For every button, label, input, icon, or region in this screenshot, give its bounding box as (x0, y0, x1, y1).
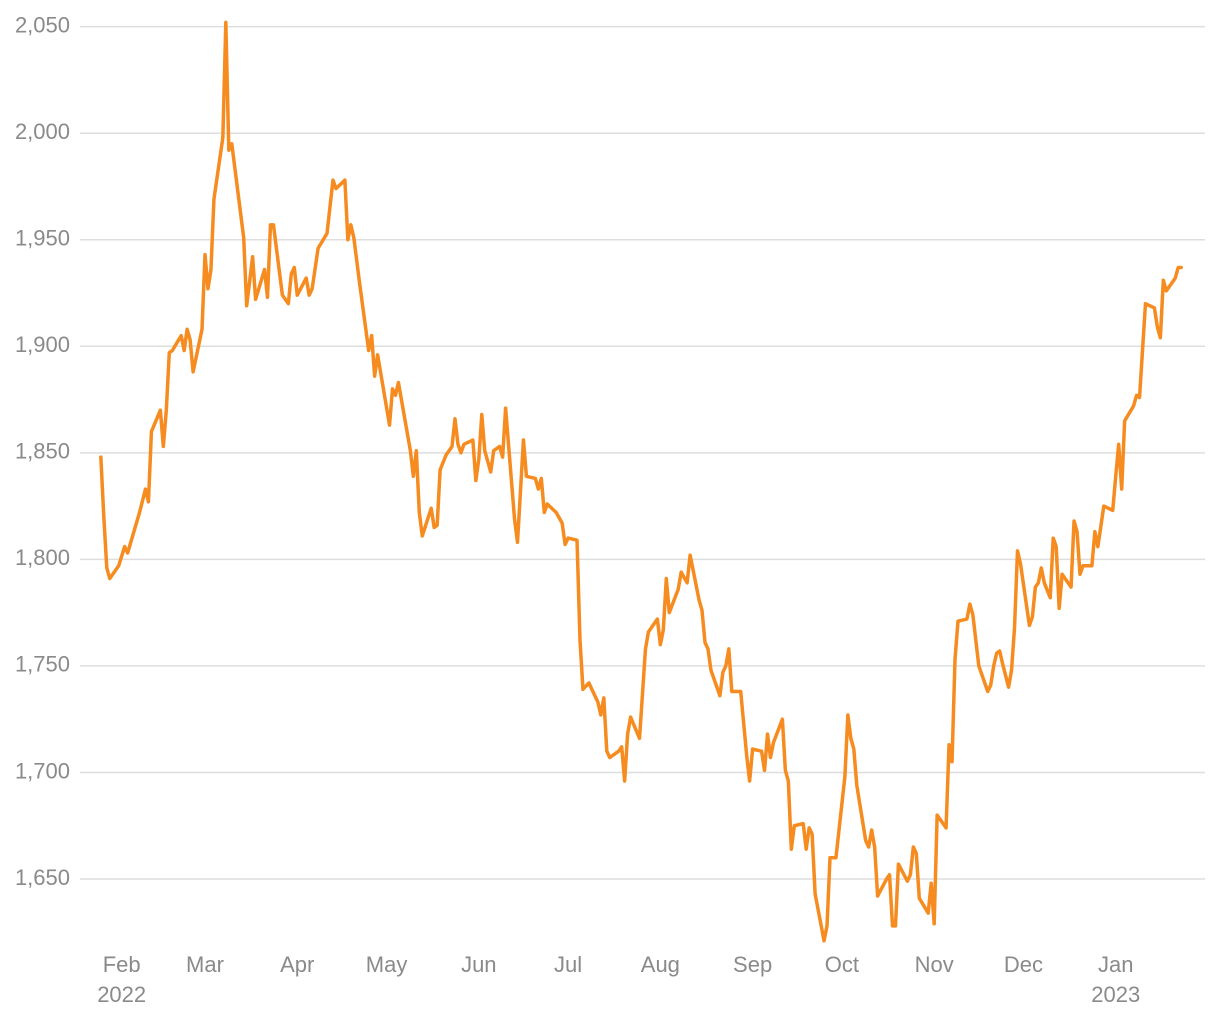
y-tick-label: 2,000 (15, 119, 70, 144)
x-tick-label: Aug (641, 952, 680, 977)
x-tick-label: Mar (186, 952, 224, 977)
x-tick-label: Apr (280, 952, 314, 977)
x-tick-label: Jun (461, 952, 496, 977)
y-tick-label: 2,050 (15, 12, 70, 37)
y-tick-label: 1,850 (15, 439, 70, 464)
y-tick-label: 1,950 (15, 226, 70, 251)
y-tick-label: 1,650 (15, 865, 70, 890)
y-tick-label: 1,700 (15, 758, 70, 783)
x-tick-label: Feb (103, 952, 141, 977)
x-tick-label: Dec (1004, 952, 1043, 977)
x-tick-label: Sep (733, 952, 772, 977)
x-tick-label: Jul (554, 952, 582, 977)
x-tick-label: Nov (915, 952, 954, 977)
x-tick-label: Oct (825, 952, 859, 977)
x-tick-label: May (366, 952, 408, 977)
x-year-label: 2023 (1091, 982, 1140, 1007)
y-tick-label: 1,800 (15, 545, 70, 570)
x-year-label: 2022 (97, 982, 146, 1007)
price-line (99, 20, 1183, 943)
y-tick-label: 1,750 (15, 652, 70, 677)
x-tick-label: Jan (1098, 952, 1133, 977)
y-tick-label: 1,900 (15, 332, 70, 357)
